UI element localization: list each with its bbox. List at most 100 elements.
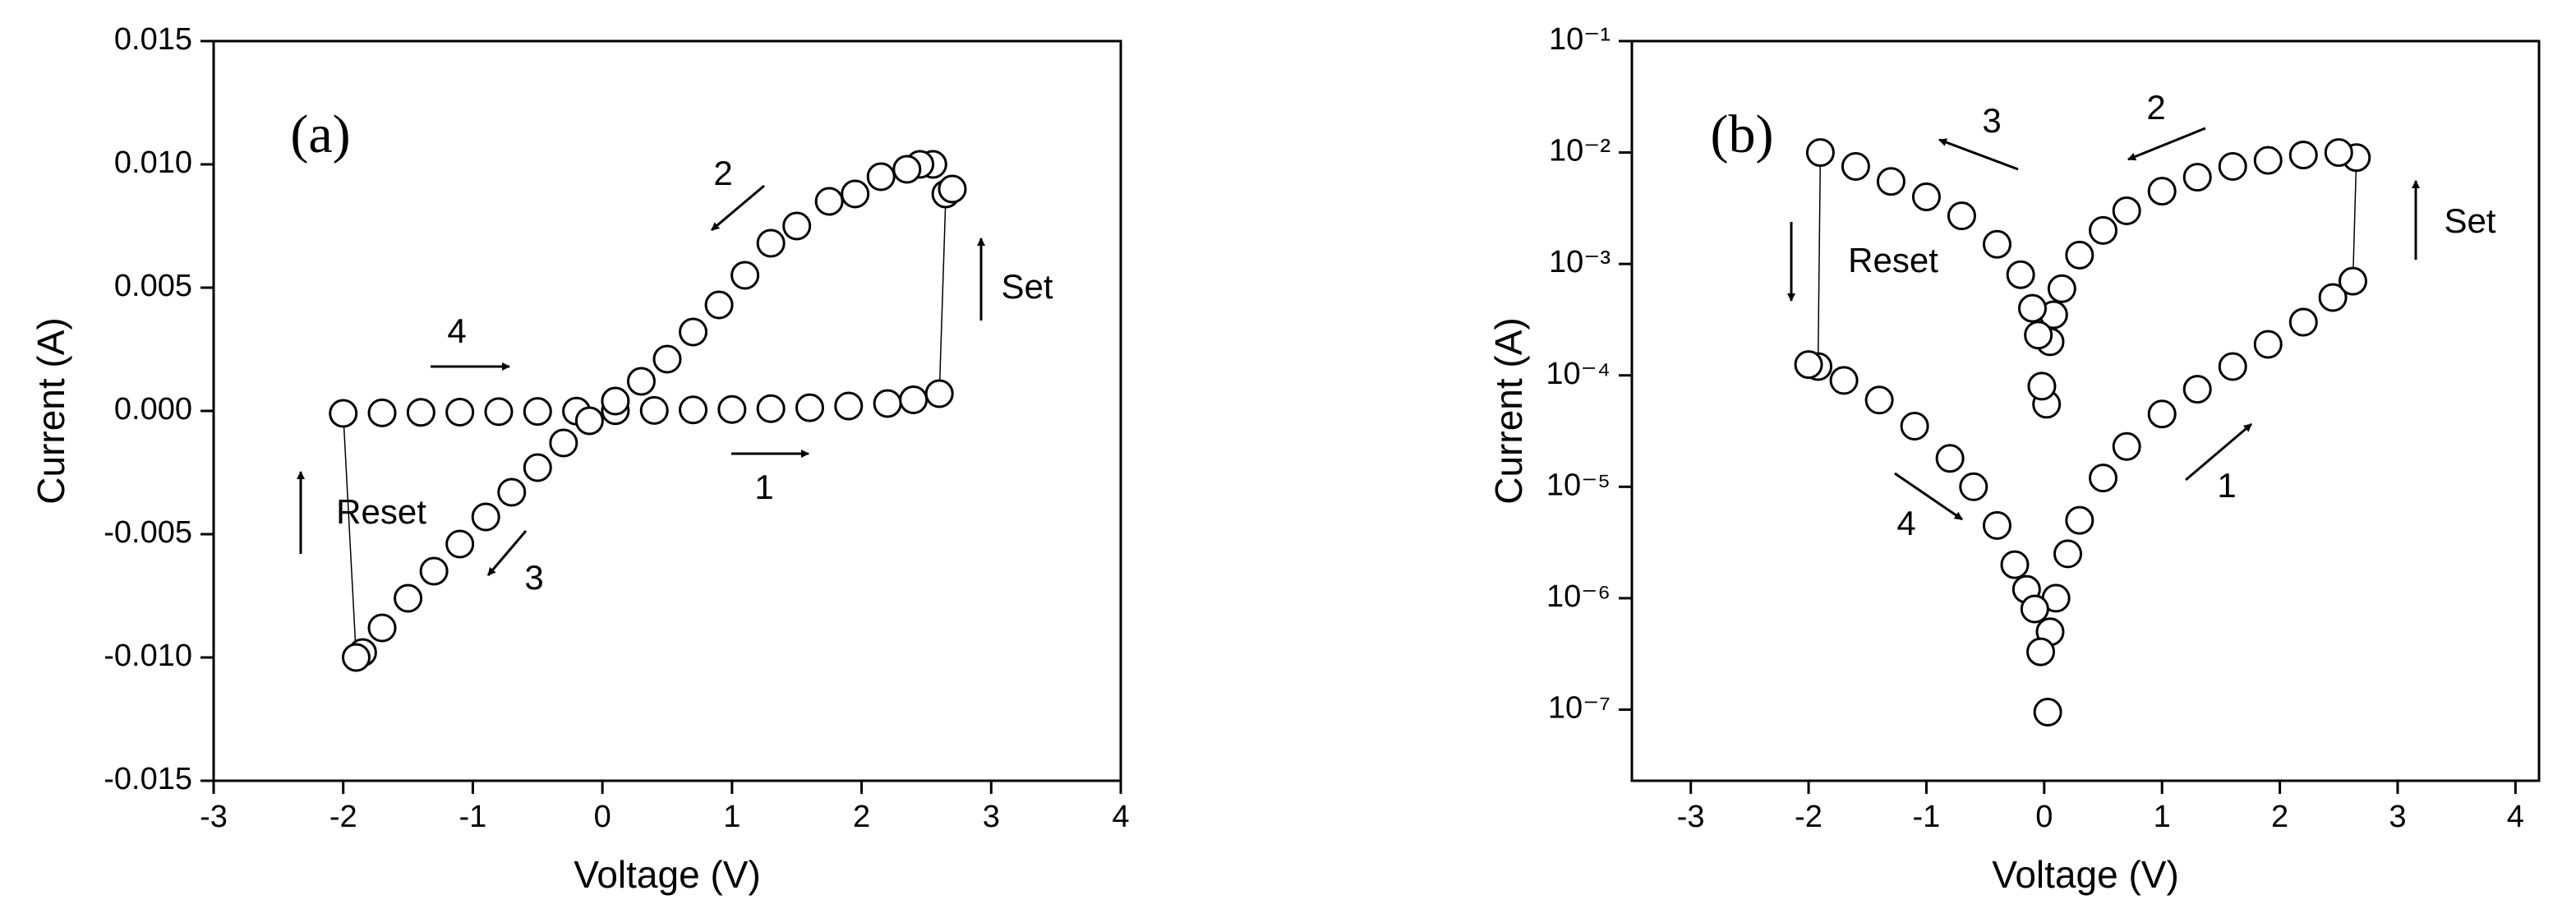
data-point [2182, 375, 2212, 404]
annotation: Set [1001, 267, 1053, 306]
x-tick-label: -3 [1677, 800, 1705, 834]
plot-frame [1630, 39, 2541, 782]
data-point [471, 502, 500, 532]
data-point [756, 394, 786, 423]
data-point [2218, 152, 2247, 182]
annotation: 4 [447, 311, 466, 350]
annotation: 4 [1896, 504, 1915, 542]
data-point [341, 643, 371, 672]
data-point [445, 529, 475, 559]
data-point [574, 406, 604, 436]
annotation: 1 [2217, 466, 2236, 505]
data-point [1876, 167, 1906, 196]
data-point [2000, 550, 2030, 579]
data-point [2288, 141, 2318, 170]
arrow [1894, 472, 1963, 521]
y-tick-label: -0.005 [104, 515, 192, 550]
x-tick-label: 1 [723, 800, 740, 834]
annotation: 2 [2146, 88, 2165, 127]
x-tick-label: 3 [983, 800, 1000, 834]
data-point [2026, 637, 2056, 667]
data-point [1959, 472, 1988, 501]
data-point [2033, 697, 2062, 727]
arrow [2127, 127, 2206, 161]
data-point [679, 317, 708, 347]
data-point [2324, 138, 2353, 168]
data-point [523, 453, 552, 482]
data-point [717, 394, 747, 424]
data-point [2020, 594, 2049, 624]
data-point [679, 395, 708, 425]
data-point [549, 428, 578, 458]
data-point [1829, 366, 1859, 395]
data-point [704, 290, 734, 320]
data-point [406, 398, 435, 427]
data-point [1864, 385, 1894, 415]
data-point [2065, 240, 2094, 270]
x-tick-label: 4 [2507, 800, 2524, 834]
annotation: Reset [336, 492, 426, 531]
data-point [2218, 352, 2247, 381]
y-axis-title: Current (A) [30, 317, 72, 504]
data-point [834, 391, 864, 421]
panel-label: (b) [1711, 104, 1774, 164]
x-tick-label: 2 [2271, 800, 2288, 834]
data-point [873, 389, 902, 418]
data-point [2024, 321, 2053, 350]
y-tick-label: -0.015 [104, 762, 192, 796]
data-point [445, 398, 475, 427]
switch-line [342, 413, 357, 658]
data-point [782, 211, 812, 241]
annotation: 3 [524, 558, 543, 597]
data-point [652, 344, 682, 374]
x-tick-label: -3 [200, 800, 228, 834]
x-tick-label: 1 [2154, 800, 2171, 834]
annotation: Set [2444, 201, 2495, 240]
x-tick-label: -1 [459, 800, 487, 834]
data-point [2112, 431, 2141, 461]
x-tick-label: 4 [1112, 800, 1129, 834]
data-point [756, 228, 786, 258]
data-point [2017, 293, 2047, 323]
y-tick-label: 0.015 [114, 22, 192, 57]
data-point [1947, 201, 1976, 231]
y-tick-label: 10⁻⁴ [1546, 357, 1611, 391]
y-tick-label: -0.010 [104, 639, 192, 673]
data-point [2147, 399, 2177, 429]
data-point [2065, 505, 2094, 535]
data-point [394, 584, 423, 613]
y-tick-label: 0.010 [114, 145, 192, 180]
data-point [1935, 444, 1965, 473]
data-point [639, 395, 669, 425]
y-tick-label: 0.000 [114, 392, 192, 427]
data-point [841, 179, 870, 209]
data-point [2112, 196, 2141, 225]
y-axis-title: Current (A) [1487, 317, 1530, 504]
data-point [2253, 330, 2283, 359]
data-point [497, 477, 527, 507]
data-point [2288, 307, 2318, 337]
y-tick-label: 10⁻³ [1549, 245, 1611, 279]
data-point [2147, 177, 2177, 206]
data-point [1982, 229, 2011, 259]
data-point [2047, 274, 2076, 303]
data-point [523, 397, 552, 427]
data-point [367, 613, 397, 643]
arrow [2185, 422, 2252, 482]
data-point [795, 393, 824, 422]
data-point [1982, 510, 2011, 540]
data-point [1841, 152, 1870, 182]
data-point [2053, 539, 2082, 569]
data-point [814, 187, 844, 216]
y-tick-label: 10⁻⁵ [1546, 468, 1611, 502]
data-point [419, 556, 449, 586]
x-tick-label: 0 [594, 800, 611, 834]
annotation: 2 [713, 154, 732, 192]
data-point [2338, 266, 2367, 296]
arrow [711, 184, 765, 232]
data-point [367, 398, 397, 427]
y-tick-label: 10⁻⁷ [1548, 690, 1611, 725]
arrows [297, 127, 2420, 576]
annotation: Reset [1848, 241, 1938, 279]
